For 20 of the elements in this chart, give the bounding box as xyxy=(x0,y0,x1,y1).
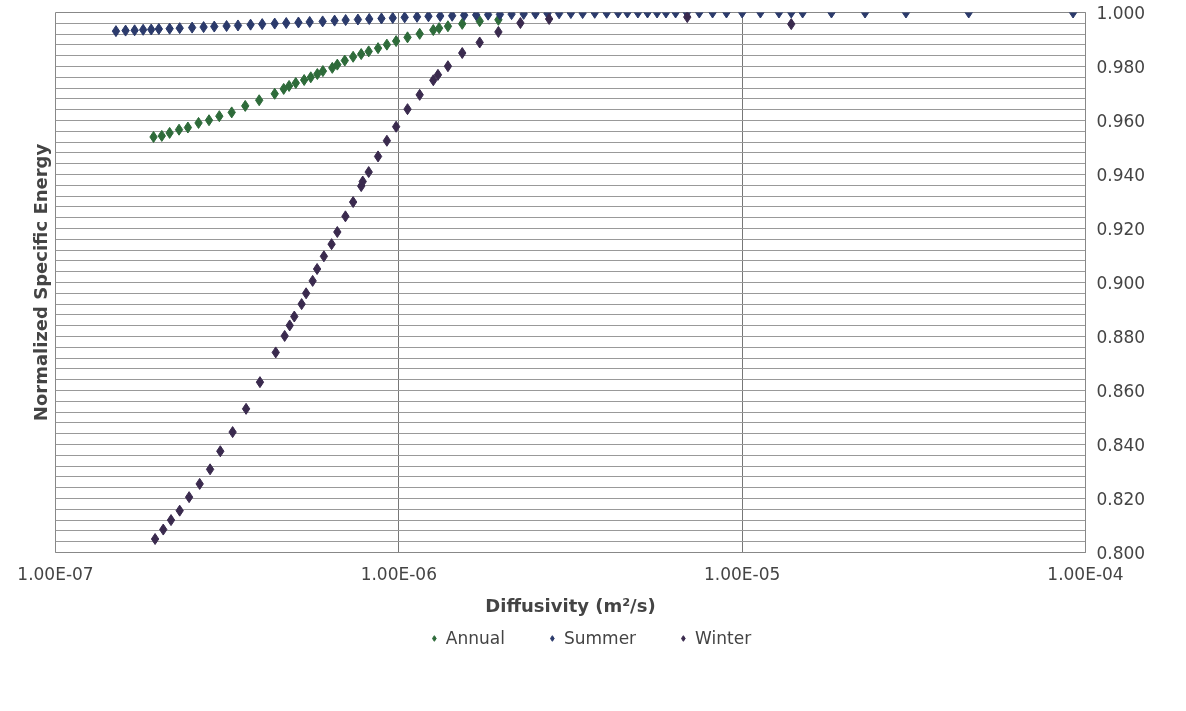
y-tick-label: 0.900 xyxy=(1096,273,1146,293)
y-tick-label: 0.940 xyxy=(1096,165,1146,185)
legend-label: Annual xyxy=(445,628,505,648)
y-tick-label: 1.000 xyxy=(1096,3,1146,23)
legend-label: Winter xyxy=(695,628,752,648)
y-tick-label: 0.800 xyxy=(1096,543,1146,563)
x-tick-label: 1.00E-07 xyxy=(17,563,94,584)
y-axis-title: Normalized Specific Energy xyxy=(29,143,51,422)
y-tick-label: 0.960 xyxy=(1096,111,1146,131)
y-tick-label: 0.820 xyxy=(1096,489,1146,509)
x-tick-label: 1.00E-06 xyxy=(360,563,438,584)
y-tick-label: 0.880 xyxy=(1096,327,1146,347)
y-tick-label: 0.860 xyxy=(1096,381,1146,401)
x-tick-label: 1.00E-04 xyxy=(1047,563,1124,584)
y-tick-label: 0.980 xyxy=(1096,57,1146,77)
y-tick-label: 0.840 xyxy=(1096,435,1146,455)
x-tick-label: 1.00E-05 xyxy=(703,563,781,584)
legend-label: Summer xyxy=(563,628,637,648)
y-tick-label: 0.920 xyxy=(1096,219,1146,239)
x-axis-title: Diffusivity (m²/s) xyxy=(485,594,656,616)
